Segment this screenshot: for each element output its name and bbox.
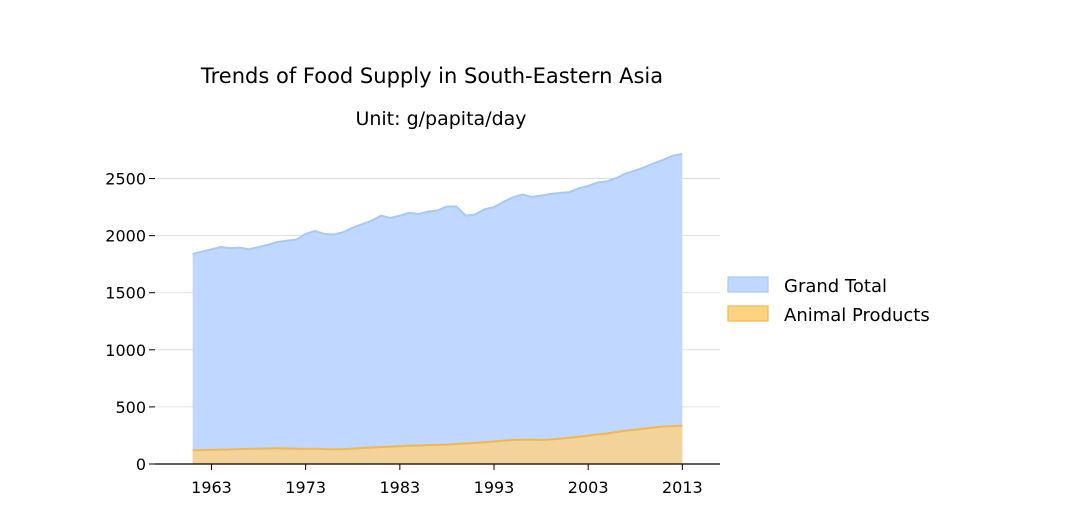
y-tick-label: 500 — [115, 398, 146, 417]
legend-swatch-1 — [727, 305, 769, 322]
x-axis-ticks: 1963 1973 1983 1993 2003 2013 — [191, 464, 703, 497]
area-line-1 — [192, 424, 683, 452]
y-tick-label: 1500 — [105, 284, 146, 303]
x-tick-label: 2003 — [568, 478, 609, 497]
y-tick-label: 2000 — [105, 227, 146, 246]
area-fill-0 — [192, 154, 683, 464]
legend-swatch-0 — [727, 276, 769, 293]
chart-subtitle: Unit: g/papita/day — [355, 108, 526, 130]
x-tick-label: 1973 — [285, 478, 326, 497]
y-tick-label: 2500 — [105, 170, 146, 189]
area-line-0 — [192, 153, 683, 255]
legend-label-1: Animal Products — [784, 305, 930, 326]
legend: Grand Total Animal Products — [727, 276, 930, 326]
y-tick-label: 1000 — [105, 341, 146, 360]
x-tick-label: 1963 — [191, 478, 232, 497]
y-axis-ticks: 0 500 1000 1500 2000 2500 — [105, 170, 155, 474]
chart-title: Trends of Food Supply in South-Eastern A… — [200, 64, 663, 88]
x-tick-label: 2013 — [662, 478, 703, 497]
x-tick-label: 1993 — [474, 478, 515, 497]
legend-label-0: Grand Total — [784, 276, 887, 297]
area-series-group — [192, 153, 683, 464]
y-tick-label: 0 — [136, 455, 146, 474]
x-tick-label: 1983 — [379, 478, 420, 497]
